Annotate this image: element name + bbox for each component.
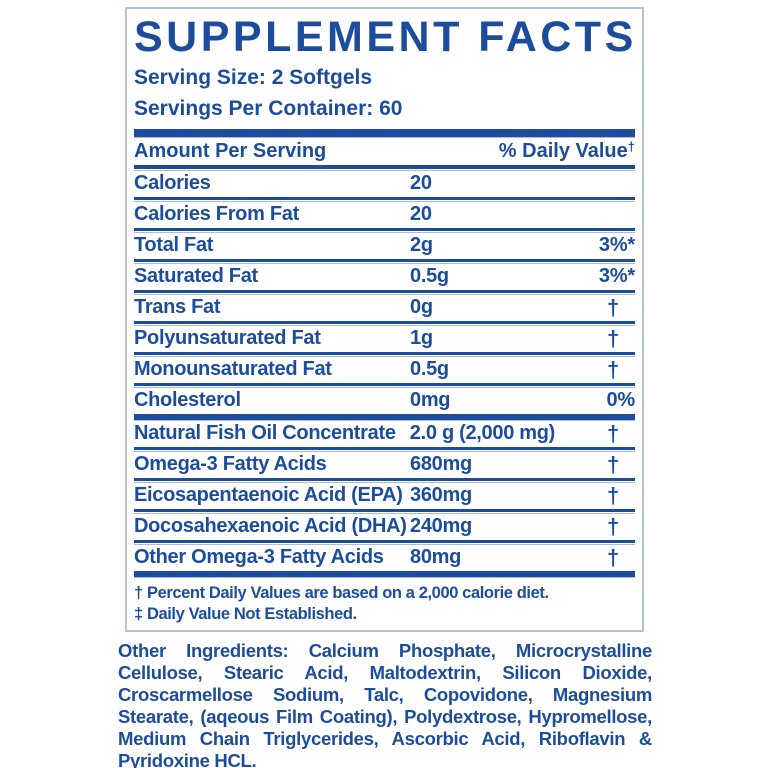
nutrient-row: Monounsaturated Fat 0.5g † bbox=[134, 357, 635, 383]
serving-size: Serving Size: 2 Softgels bbox=[134, 65, 373, 89]
servings-per-container: Servings Per Container: 60 bbox=[134, 96, 403, 120]
nutrient-daily-value: 3%* bbox=[598, 234, 635, 257]
nutrient-name: Eicosapentaenoic Acid (EPA) bbox=[134, 484, 403, 507]
nutrient-amount: 20 bbox=[410, 172, 432, 195]
daily-value-header: % Daily Value† bbox=[498, 138, 635, 162]
nutrient-name: Monounsaturated Fat bbox=[134, 358, 332, 381]
facts-box: SUPPLEMENT FACTS Serving Size: 2 Softgel… bbox=[125, 7, 644, 632]
row-rule bbox=[134, 289, 635, 295]
nutrient-row: Cholesterol 0mg 0% bbox=[134, 388, 635, 414]
nutrient-amount: 2.0 g (2,000 mg) bbox=[409, 422, 556, 445]
nutrient-daily-value: 0% bbox=[606, 389, 635, 412]
divider-bar-top bbox=[134, 128, 635, 138]
footnote-daily-values: † Percent Daily Values are based on a 2,… bbox=[134, 583, 549, 602]
nutrient-daily-value: † bbox=[606, 451, 619, 477]
nutrient-daily-value: † bbox=[606, 325, 619, 351]
row-rule bbox=[134, 196, 635, 202]
nutrient-name: Trans Fat bbox=[134, 296, 221, 319]
nutrient-section-fats: Calories 20 Calories From Fat 20 Total F… bbox=[134, 171, 635, 414]
divider-bar-bottom bbox=[134, 570, 635, 578]
nutrient-amount: 240mg bbox=[410, 515, 472, 538]
facts-title: SUPPLEMENT FACTS bbox=[134, 13, 637, 61]
nutrient-row: Saturated Fat 0.5g 3%* bbox=[134, 264, 635, 290]
nutrient-row: Polyunsaturated Fat 1g † bbox=[134, 326, 635, 352]
row-rule bbox=[134, 258, 635, 264]
row-rule bbox=[134, 382, 635, 388]
nutrient-daily-value: † bbox=[606, 294, 619, 320]
nutrient-name: Cholesterol bbox=[134, 389, 241, 412]
nutrient-amount: 2g bbox=[410, 234, 433, 257]
nutrient-amount: 20 bbox=[410, 203, 432, 226]
other-ingredients: Other Ingredients: Calcium Phosphate, Mi… bbox=[118, 640, 652, 768]
header-rule bbox=[134, 164, 635, 171]
nutrient-amount: 1g bbox=[410, 327, 433, 350]
nutrient-name: Natural Fish Oil Concentrate bbox=[134, 422, 396, 445]
nutrient-section-oils: Natural Fish Oil Concentrate 2.0 g (2,00… bbox=[134, 421, 635, 571]
nutrient-daily-value: 3%* bbox=[598, 265, 635, 288]
row-rule bbox=[134, 320, 635, 326]
other-ingredients-label: Other Ingredients: bbox=[118, 639, 289, 661]
nutrient-amount: 0g bbox=[410, 296, 433, 319]
nutrient-name: Polyunsaturated Fat bbox=[134, 327, 321, 350]
row-rule bbox=[134, 351, 635, 357]
nutrient-daily-value: † bbox=[606, 420, 619, 446]
nutrient-daily-value: † bbox=[606, 356, 619, 382]
other-ingredients-text: Calcium Phosphate, Microcrystalline Cell… bbox=[118, 639, 652, 768]
nutrient-name: Omega-3 Fatty Acids bbox=[134, 453, 327, 476]
nutrient-name: Calories bbox=[134, 172, 211, 195]
nutrient-name: Docosahexaenoic Acid (DHA) bbox=[134, 515, 407, 538]
nutrient-row: Eicosapentaenoic Acid (EPA) 360mg † bbox=[134, 483, 635, 509]
row-rule bbox=[134, 539, 635, 545]
nutrient-amount: 360mg bbox=[410, 484, 472, 507]
nutrient-amount: 0.5g bbox=[410, 358, 449, 381]
supplement-facts-label: SUPPLEMENT FACTS Serving Size: 2 Softgel… bbox=[117, 7, 653, 768]
nutrient-row: Calories 20 bbox=[134, 171, 635, 197]
nutrient-amount: 0.5g bbox=[410, 265, 449, 288]
row-rule bbox=[134, 227, 635, 233]
nutrient-amount: 80mg bbox=[410, 546, 462, 569]
row-rule bbox=[134, 477, 635, 483]
column-header-row: Amount Per Serving % Daily Value† bbox=[134, 138, 635, 165]
divider-bar-mid bbox=[134, 413, 635, 421]
nutrient-daily-value: † bbox=[606, 482, 619, 508]
nutrient-daily-value: † bbox=[606, 513, 619, 539]
row-rule bbox=[134, 446, 635, 452]
nutrient-row: Calories From Fat 20 bbox=[134, 202, 635, 228]
nutrient-amount: 680mg bbox=[410, 453, 472, 476]
footnotes: † Percent Daily Values are based on a 2,… bbox=[134, 583, 635, 625]
row-rule bbox=[134, 508, 635, 514]
nutrient-name: Calories From Fat bbox=[134, 203, 299, 226]
footnote-not-established: ‡ Daily Value Not Established. bbox=[134, 604, 357, 623]
nutrient-daily-value: † bbox=[606, 544, 619, 570]
nutrient-name: Saturated Fat bbox=[134, 265, 258, 288]
amount-per-serving-header: Amount Per Serving bbox=[134, 139, 327, 162]
nutrient-name: Other Omega-3 Fatty Acids bbox=[134, 546, 384, 569]
nutrient-row: Total Fat 2g 3%* bbox=[134, 233, 635, 259]
nutrient-row: Trans Fat 0g † bbox=[134, 295, 635, 321]
nutrient-amount: 0mg bbox=[410, 389, 451, 412]
nutrient-row: Docosahexaenoic Acid (DHA) 240mg † bbox=[134, 514, 635, 540]
daily-value-dagger: † bbox=[627, 138, 635, 154]
nutrient-row: Natural Fish Oil Concentrate 2.0 g (2,00… bbox=[134, 421, 635, 447]
nutrient-name: Total Fat bbox=[134, 234, 214, 257]
nutrient-row: Other Omega-3 Fatty Acids 80mg † bbox=[134, 545, 635, 571]
nutrient-row: Omega-3 Fatty Acids 680mg † bbox=[134, 452, 635, 478]
